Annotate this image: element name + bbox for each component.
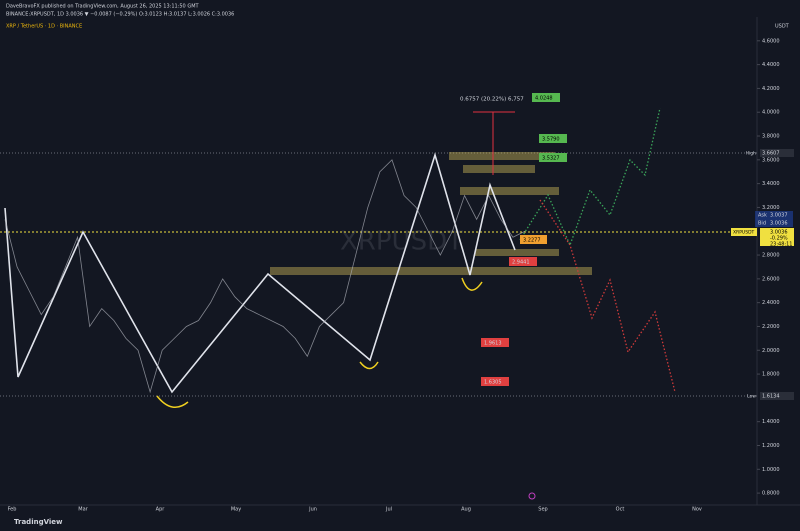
tag: [539, 153, 567, 162]
low-label: Low: [747, 394, 756, 400]
price-tag-time: 23:48:11: [770, 242, 792, 248]
watermark: XRPUSDT: [340, 227, 463, 257]
labels: 4.0248 3.5790 3.5327 3.2277 2.9441 1.961…: [481, 93, 567, 386]
x-tick-label: Jul: [385, 507, 392, 513]
bid-value: 3.0036: [770, 221, 788, 227]
tag: [481, 338, 509, 347]
low-box: [760, 392, 794, 400]
tag-text: 2.9441: [512, 260, 530, 266]
currency: USDT: [775, 24, 790, 30]
bull-path: [519, 107, 661, 247]
y-tick-label: 1.2000: [762, 443, 780, 449]
y-tick-label: 1.0000: [762, 467, 780, 473]
y-tick-label: 4.4000: [762, 62, 780, 68]
tag-text: 3.2277: [523, 238, 541, 244]
zone: [449, 152, 555, 160]
symbol-tag: [731, 228, 757, 236]
tag: [532, 93, 560, 102]
x-tick-label: Jun: [308, 507, 317, 513]
bid-label: Bid: [758, 221, 766, 227]
pattern-line: [4, 152, 516, 394]
tag-text: 3.5790: [542, 137, 560, 143]
tag-text: 1.9613: [484, 341, 502, 347]
measure-label: 0.6757 (20.22%) 6,757: [460, 97, 524, 103]
price-tag-change: -0.29%: [770, 236, 788, 242]
tag: [520, 235, 547, 244]
high-value: 3.6607: [762, 151, 780, 157]
ask-bid-box: [755, 211, 793, 227]
y-tick-label: 1.4000: [762, 419, 780, 425]
low-value: 1.6134: [762, 394, 780, 400]
y-tick-label: 4.6000: [762, 38, 780, 44]
bottom-marks: [156, 277, 483, 408]
zone: [475, 249, 559, 256]
tag-text: 3.5327: [542, 156, 560, 162]
high-box: [760, 149, 794, 157]
tag: [509, 257, 537, 266]
tag: [481, 377, 509, 386]
y-tick-label: 3.8000: [762, 134, 780, 140]
x-tick-label: May: [231, 507, 241, 513]
x-tick-label: Sep: [538, 507, 547, 513]
brand: TradingView: [14, 518, 63, 526]
bear-path: [539, 199, 676, 393]
x-tick-label: Feb: [8, 507, 17, 513]
tag: [539, 134, 567, 143]
quote: BINANCE:XRPUSDT, 1D 3.0036 ▼ −0.0087 (−0…: [6, 12, 234, 18]
y-tick-label: 3.6000: [762, 157, 780, 163]
tag-text: 1.6305: [484, 380, 502, 386]
y-tick-label: 4.0000: [762, 110, 780, 116]
y-tick-label: 3.2000: [762, 205, 780, 211]
x-tick-label: Aug: [461, 507, 471, 513]
price-line-series: [4, 159, 526, 394]
y-tick-label: 2.2000: [762, 324, 780, 330]
publisher: DaveBravoFX published on TradingView.com…: [6, 4, 200, 10]
high-label: High: [746, 151, 756, 157]
y-tick-label: 2.0000: [762, 348, 780, 354]
x-tick-label: Oct: [616, 507, 625, 513]
y-tick-label: 2.4000: [762, 300, 780, 306]
price-tag-value: 3.0036: [770, 230, 788, 236]
y-tick-label: 0.8000: [762, 491, 780, 497]
ask-value: 3.0037: [770, 213, 788, 219]
ask-label: Ask: [758, 213, 767, 219]
zone: [270, 267, 592, 275]
zones: [270, 152, 592, 275]
price-tag: [760, 228, 794, 246]
y-tick-label: 1.8000: [762, 372, 780, 378]
x-tick-label: Apr: [156, 507, 166, 513]
y-tick-label: 2.6000: [762, 276, 780, 282]
zone: [460, 187, 559, 195]
x-tick-label: Mar: [78, 507, 88, 513]
zone: [463, 165, 535, 173]
tag-text: 4.0248: [535, 96, 553, 102]
symbol-tag-text: XRPUSDT: [733, 230, 755, 236]
y-tick-label: 2.8000: [762, 253, 780, 259]
y-tick-label: 4.2000: [762, 86, 780, 92]
x-tick-label: Nov: [692, 507, 702, 513]
symbol-title: XRP / TetherUS · 1D · BINANCE: [6, 24, 82, 30]
y-tick-label: 3.4000: [762, 181, 780, 187]
event-icon[interactable]: [528, 492, 536, 500]
